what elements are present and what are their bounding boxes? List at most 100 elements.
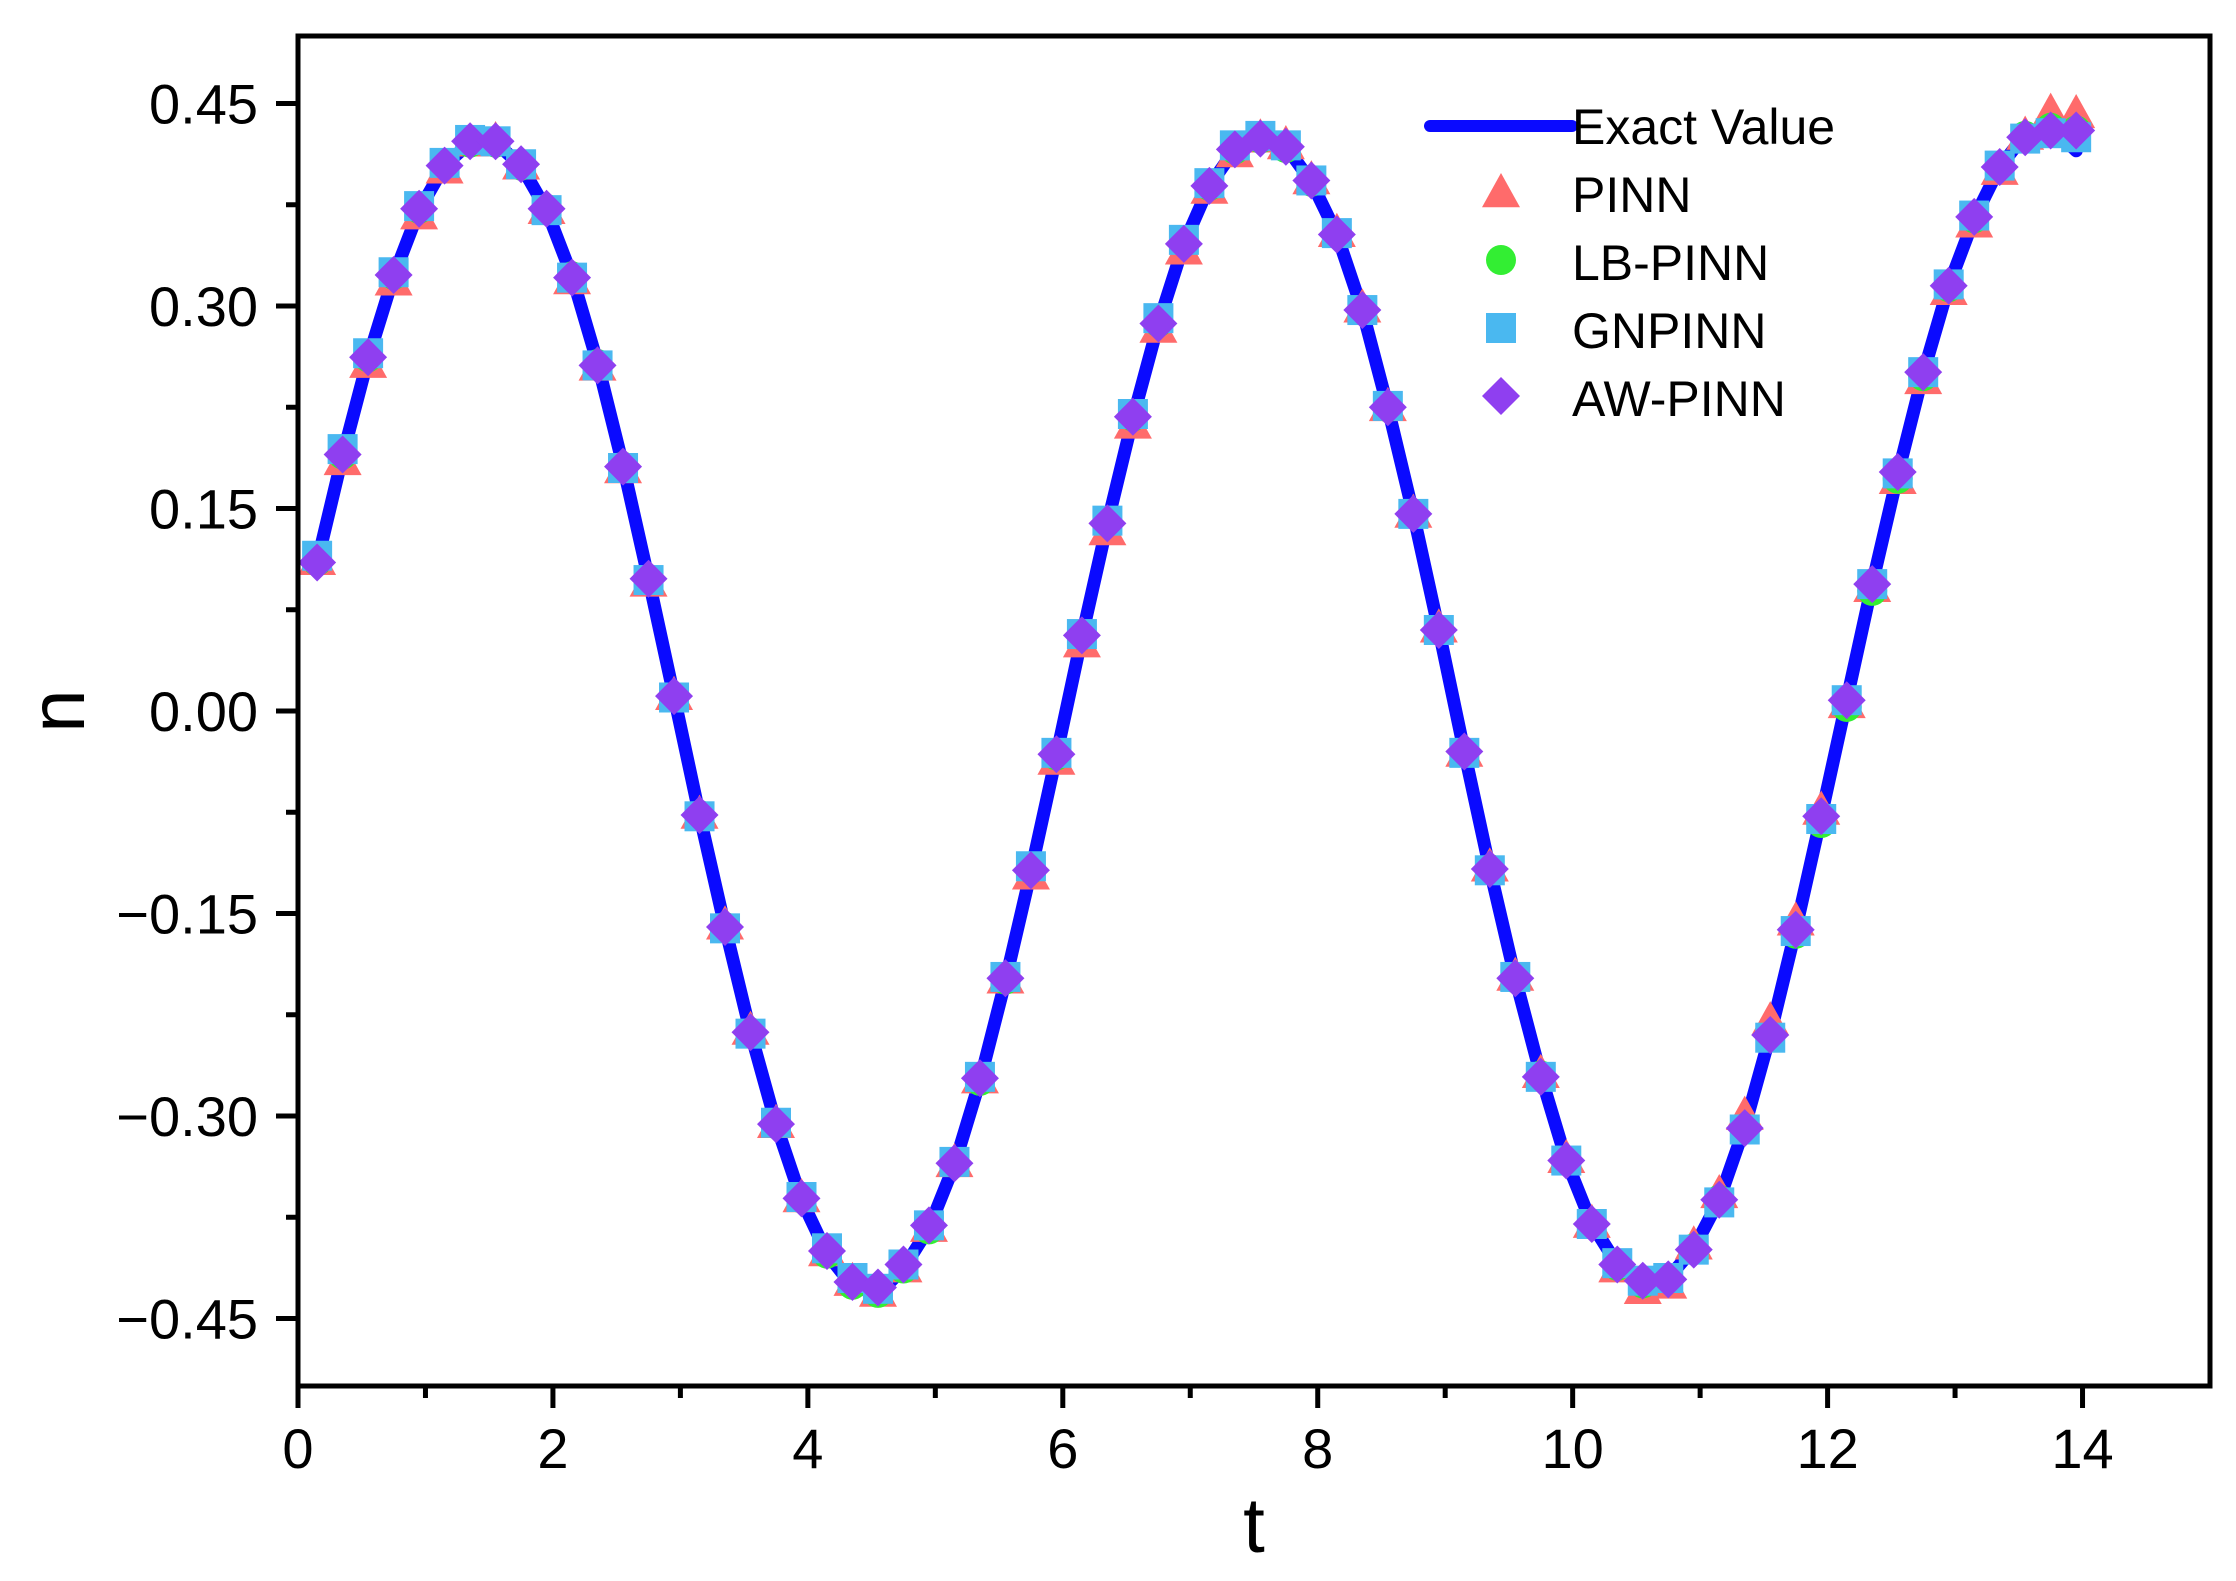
legend-label: LB-PINN [1572, 235, 1769, 291]
data-point [2031, 111, 2070, 150]
data-point [1623, 1261, 1662, 1300]
data-point [1394, 494, 1433, 533]
data-point [1445, 732, 1484, 771]
data-point [1470, 849, 1509, 888]
data-point [476, 122, 515, 161]
x-tick-label: 14 [2051, 1417, 2113, 1480]
data-point [960, 1059, 999, 1098]
data-point [1751, 1016, 1790, 1054]
data-point [1547, 1141, 1586, 1180]
legend: Exact Value PINN LB-PINN GNPINN AW-PINN [1424, 99, 1835, 427]
data-point [1292, 161, 1331, 200]
data-point [986, 959, 1025, 998]
data-point [1088, 504, 1127, 543]
data-point [1980, 147, 2019, 186]
legend-item: LB-PINN [1486, 235, 1769, 291]
data-point [1343, 291, 1382, 330]
data-point [1725, 1109, 1764, 1148]
data-point [782, 1179, 821, 1218]
series-aw-pinn [298, 111, 2096, 1307]
data-point [807, 1232, 846, 1270]
plot-area [298, 92, 2096, 1308]
x-tick-label: 2 [537, 1417, 568, 1480]
data-point [629, 559, 668, 598]
data-point [1827, 681, 1866, 720]
plot-frame [295, 33, 2213, 1389]
legend-swatch-circle [1486, 245, 1516, 275]
data-point [1802, 797, 1841, 836]
data-point [527, 189, 566, 228]
data-point [858, 1268, 897, 1307]
legend-swatch-square [1486, 313, 1516, 343]
data-point [1496, 959, 1535, 998]
y-tick-label: 0.30 [149, 275, 258, 338]
data-point [2057, 111, 2096, 150]
data-point [298, 543, 337, 582]
data-point [323, 435, 362, 474]
legend-item: PINN [1482, 167, 1691, 223]
legend-swatch-triangle [1482, 173, 1520, 208]
data-point [655, 677, 694, 716]
legend-label: Exact Value [1572, 99, 1835, 155]
x-axis-title: t [1243, 1481, 1265, 1569]
data-point [451, 122, 490, 161]
x-tick-label: 4 [792, 1417, 823, 1480]
data-point [604, 447, 643, 486]
data-point [1113, 397, 1152, 436]
series-line-exact-value [310, 119, 2083, 1301]
data-point [1700, 1180, 1739, 1219]
data-point [1853, 565, 1892, 604]
data-point [502, 145, 541, 184]
legend-swatch-diamond [1482, 377, 1520, 415]
data-point [349, 338, 388, 377]
legend-item: Exact Value [1424, 99, 1835, 155]
data-point [1011, 851, 1050, 890]
x-tick-label: 8 [1302, 1417, 1333, 1480]
data-point [1062, 616, 1101, 655]
y-axis-title: n [13, 689, 101, 732]
y-tick-label: 0.15 [149, 478, 258, 541]
data-point [1674, 1230, 1713, 1269]
data-point [680, 795, 719, 834]
data-point [731, 1013, 770, 1052]
data-point [909, 1206, 948, 1245]
data-point [1572, 1205, 1611, 1243]
data-point [1419, 611, 1458, 649]
x-tick-label: 10 [1542, 1417, 1604, 1480]
data-point [757, 1105, 795, 1144]
data-point [1878, 453, 1917, 492]
data-point [833, 1263, 872, 1302]
data-point [1955, 197, 1994, 236]
data-point [706, 908, 745, 946]
x-tick-label: 0 [282, 1417, 313, 1480]
data-point [578, 346, 617, 385]
legend-label: PINN [1572, 167, 1691, 223]
y-tick-label: −0.30 [116, 1085, 258, 1148]
x-tick-label: 12 [1796, 1417, 1858, 1480]
data-point [1266, 127, 1305, 166]
data-point [1776, 910, 1815, 949]
y-tick-label: −0.45 [116, 1288, 258, 1351]
data-point [425, 146, 464, 185]
data-point [1904, 353, 1943, 392]
data-point [374, 255, 413, 294]
data-point [1929, 266, 1968, 305]
y-tick-label: −0.15 [116, 883, 258, 946]
data-point [1598, 1245, 1637, 1284]
data-point [1368, 388, 1407, 427]
series-gnpinn [302, 118, 2092, 1304]
x-tick-label: 6 [1047, 1417, 1078, 1480]
legend-item: AW-PINN [1482, 371, 1786, 427]
data-point [1649, 1260, 1688, 1299]
data-point [884, 1245, 923, 1284]
data-point [1521, 1057, 1560, 1096]
data-point [553, 258, 592, 297]
axes: 0 2 4 6 8 10 12 14 0.45 0.30 0.15 0.00 −0.15 −0.30 −0.… [116, 33, 2213, 1480]
legend-label: AW-PINN [1572, 371, 1786, 427]
y-tick-label: 0.45 [149, 73, 258, 136]
y-tick-label: 0.00 [149, 680, 258, 743]
data-point [1164, 224, 1203, 263]
data-point [1139, 304, 1178, 343]
data-point [400, 189, 439, 228]
